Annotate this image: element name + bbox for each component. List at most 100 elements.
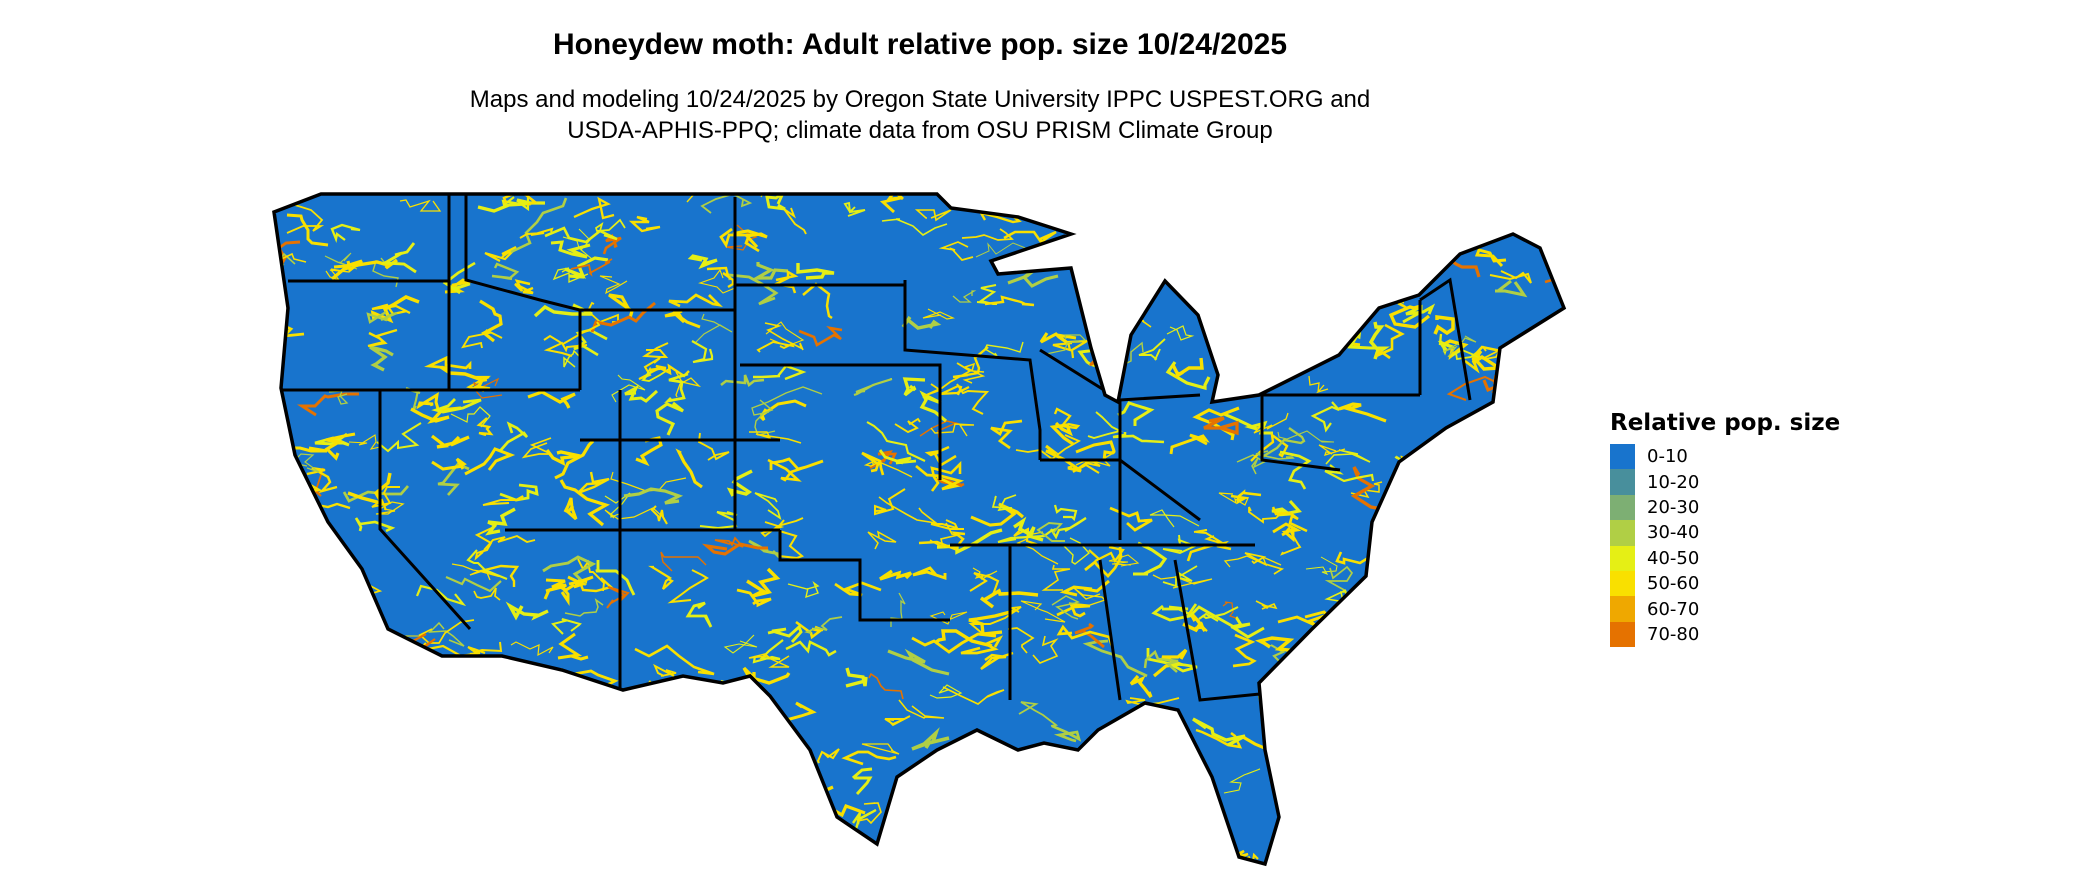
hotspot	[1371, 591, 1403, 611]
hotspot	[765, 321, 805, 347]
hotspot	[1347, 741, 1403, 759]
hotspot	[697, 432, 730, 461]
hotspot	[767, 624, 803, 643]
legend-label: 60-70	[1647, 598, 1700, 620]
hotspot	[533, 303, 593, 318]
hotspot	[1283, 790, 1311, 805]
hotspot	[608, 830, 660, 846]
hotspot	[404, 772, 471, 800]
hotspot	[1476, 452, 1501, 482]
hotspot	[1400, 455, 1452, 472]
hotspot	[583, 788, 604, 817]
hotspot	[473, 587, 501, 601]
hotspot	[595, 560, 636, 596]
hotspot	[1072, 241, 1115, 266]
hotspot	[1471, 646, 1518, 669]
hotspot	[1489, 270, 1532, 284]
hotspot	[1501, 733, 1539, 754]
hotspot	[618, 846, 677, 864]
hotspot	[1499, 700, 1520, 722]
hotspot	[970, 502, 1024, 527]
hotspot	[911, 632, 997, 654]
hotspot	[1006, 856, 1049, 864]
hotspot	[445, 575, 502, 593]
hotspot	[380, 242, 417, 274]
hotspot	[760, 517, 804, 538]
hotspot	[1308, 375, 1329, 394]
hotspot	[286, 633, 329, 654]
hotspot	[1428, 670, 1455, 693]
hotspot	[1054, 778, 1086, 792]
hotspot	[1247, 295, 1276, 317]
hotspot	[461, 329, 503, 349]
hotspot	[912, 566, 947, 581]
hotspot	[376, 784, 407, 807]
hotspot	[431, 398, 482, 414]
hotspot	[591, 729, 615, 746]
hotspot	[1552, 194, 1564, 211]
hotspot	[1271, 506, 1308, 533]
hotspot	[1287, 287, 1334, 314]
hotspot	[498, 421, 529, 452]
hotspot	[1552, 780, 1564, 805]
hotspot	[1402, 676, 1447, 705]
hotspot	[753, 364, 807, 381]
hotspot	[274, 608, 317, 637]
hotspot	[851, 767, 873, 795]
hotspot	[542, 555, 597, 587]
hotspot	[702, 754, 745, 775]
hotspot	[787, 825, 839, 855]
hotspot	[884, 715, 911, 727]
hotspot	[648, 565, 674, 590]
hotspot	[450, 406, 491, 428]
hotspot	[1192, 717, 1246, 747]
hotspot	[878, 449, 917, 465]
hotspot	[1230, 616, 1265, 639]
hotspot	[624, 384, 659, 403]
hotspot	[1279, 450, 1312, 490]
hotspot	[305, 772, 364, 787]
hotspot	[354, 517, 396, 533]
hotspot	[274, 546, 289, 565]
hotspot	[1444, 500, 1502, 524]
hotspot	[1350, 466, 1383, 511]
hotspot	[1245, 284, 1284, 304]
hotspot	[785, 640, 837, 657]
hotspot	[476, 564, 520, 587]
hotspot	[834, 581, 882, 597]
hotspot	[604, 507, 665, 520]
hotspot	[664, 309, 701, 329]
hotspot	[1250, 345, 1284, 366]
hotspot	[968, 606, 1022, 635]
hotspot	[1477, 698, 1519, 719]
hotspot	[1074, 622, 1105, 649]
hotspot	[1395, 198, 1425, 223]
hotspot	[367, 328, 398, 348]
hotspot	[1467, 511, 1503, 541]
hotspot	[798, 861, 819, 864]
hotspot	[972, 797, 1026, 812]
hotspot	[1532, 765, 1562, 779]
hotspot	[1546, 540, 1564, 570]
hotspot	[1496, 784, 1564, 803]
hotspot	[1218, 492, 1249, 506]
hotspot	[1338, 402, 1387, 423]
hotspot	[691, 340, 714, 364]
hotspot	[796, 263, 835, 280]
hotspot	[841, 750, 897, 766]
hotspot	[333, 259, 363, 273]
hotspot	[1032, 635, 1059, 664]
state-border	[778, 530, 950, 622]
hotspot	[1543, 489, 1564, 505]
hotspot	[783, 207, 807, 235]
hotspot	[1304, 706, 1329, 726]
hotspot	[976, 284, 998, 305]
hotspot	[1358, 837, 1391, 859]
hotspot	[1013, 516, 1044, 542]
hotspot	[390, 686, 416, 702]
hotspot	[453, 174, 475, 191]
hotspot	[890, 592, 906, 627]
hotspot	[816, 748, 840, 764]
hotspot	[945, 743, 990, 777]
hotspot	[295, 739, 332, 756]
